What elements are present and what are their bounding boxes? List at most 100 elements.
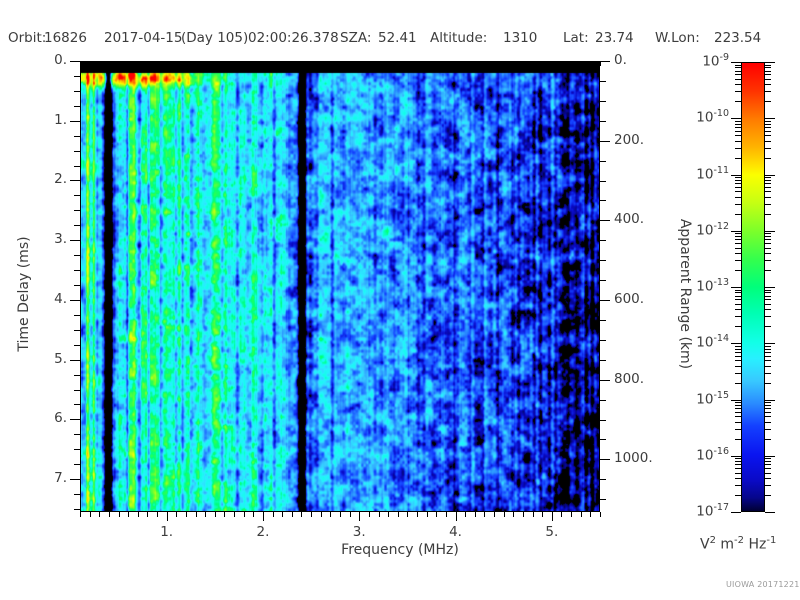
axis-tick-label: 0.	[54, 52, 67, 68]
axis-tick	[600, 161, 606, 162]
axis-tick	[388, 512, 389, 517]
axis-tick	[561, 512, 562, 517]
axis-tick-label: 1000.	[614, 450, 653, 467]
axis-tick	[590, 512, 591, 517]
axis-tick	[167, 61, 168, 70]
colorbar-minor-tick	[735, 352, 741, 353]
axis-tick-label: 5.	[54, 350, 67, 367]
axis-tick	[128, 61, 129, 66]
colorbar-minor-tick	[735, 127, 741, 128]
spectrogram-plot-area	[80, 61, 600, 512]
colorbar-tick	[731, 62, 741, 63]
axis-tick	[465, 512, 466, 517]
axis-tick	[70, 300, 80, 301]
colorbar-minor-tick	[765, 429, 771, 430]
colorbar-minor-tick	[735, 316, 741, 317]
colorbar-minor-tick	[735, 67, 741, 68]
axis-tick	[74, 404, 80, 405]
colorbar-minor-tick	[765, 204, 771, 205]
axis-tick	[379, 61, 380, 66]
colorbar-minor-tick	[735, 177, 741, 178]
colorbar-minor-tick	[735, 204, 741, 205]
colorbar-minor-tick	[735, 65, 741, 66]
axis-tick	[70, 479, 80, 480]
colorbar-minor-tick	[765, 495, 771, 496]
colorbar-tick-label: 10-14	[696, 333, 729, 351]
axis-tick	[74, 195, 80, 196]
colorbar-minor-tick	[765, 253, 771, 254]
axis-tick	[176, 512, 177, 517]
axis-tick	[590, 61, 591, 66]
colorbar-minor-tick	[735, 148, 741, 149]
axis-tick	[74, 464, 80, 465]
colorbar-minor-tick	[735, 124, 741, 125]
axis-tick	[600, 320, 606, 321]
colorbar-minor-tick	[765, 131, 771, 132]
axis-tick	[234, 512, 235, 517]
colorbar-minor-tick	[765, 158, 771, 159]
axis-tick	[70, 419, 80, 420]
colorbar-minor-tick	[735, 79, 741, 80]
axis-tick	[224, 61, 225, 66]
axis-tick	[215, 61, 216, 66]
axis-tick	[379, 512, 380, 517]
colorbar-tick	[731, 343, 741, 344]
sza-label: SZA:	[340, 30, 372, 46]
axis-tick	[417, 512, 418, 517]
colorbar-tick	[765, 400, 775, 401]
colorbar-minor-tick	[735, 402, 741, 403]
colorbar-minor-tick	[735, 270, 741, 271]
colorbar-tick	[731, 118, 741, 119]
unit-m-exp: -2	[734, 535, 745, 546]
axis-tick	[90, 512, 91, 517]
axis-tick	[600, 380, 610, 381]
axis-tick-label: 2.	[54, 171, 67, 188]
colorbar-minor-tick	[735, 187, 741, 188]
axis-tick	[263, 512, 264, 521]
axis-tick	[74, 106, 80, 107]
colorbar-tick	[731, 231, 741, 232]
colorbar-tick-label: 10-11	[696, 165, 729, 183]
axis-tick	[80, 61, 81, 66]
unit-hz: Hz	[748, 536, 767, 553]
axis-tick	[427, 61, 428, 66]
axis-tick	[74, 345, 80, 346]
axis-tick	[436, 61, 437, 66]
axis-tick	[244, 512, 245, 517]
axis-tick	[205, 512, 206, 517]
colorbar-minor-tick	[735, 383, 741, 384]
colorbar-minor-tick	[735, 461, 741, 462]
colorbar-minor-tick	[765, 304, 771, 305]
axis-tick	[350, 61, 351, 66]
axis-tick	[600, 260, 606, 261]
axis-tick	[157, 61, 158, 66]
colorbar-minor-tick	[765, 260, 771, 261]
colorbar-minor-tick	[765, 352, 771, 353]
axis-tick	[74, 255, 80, 256]
colorbar-minor-tick	[735, 135, 741, 136]
axis-tick	[253, 61, 254, 66]
axis-tick	[311, 512, 312, 517]
axis-tick	[533, 61, 534, 66]
axis-tick	[600, 280, 606, 281]
axis-tick	[186, 512, 187, 517]
axis-tick	[484, 512, 485, 517]
colorbar	[741, 62, 765, 512]
colorbar-minor-tick	[735, 326, 741, 327]
axis-tick	[186, 61, 187, 66]
credit-text: UIOWA 20171221	[726, 580, 800, 589]
axis-tick	[600, 181, 606, 182]
axis-tick-label: 5.	[545, 524, 559, 540]
colorbar-minor-tick	[765, 412, 771, 413]
axis-tick	[427, 512, 428, 517]
colorbar-tick	[765, 62, 775, 63]
colorbar-minor-tick	[735, 292, 741, 293]
axis-tick	[552, 61, 553, 70]
colorbar-minor-tick	[765, 187, 771, 188]
colorbar-minor-tick	[735, 101, 741, 102]
axis-tick	[263, 61, 264, 70]
x-axis-title: Frequency (MHz)	[341, 542, 459, 558]
colorbar-minor-tick	[735, 131, 741, 132]
axis-tick-label: 7.	[54, 470, 67, 487]
colorbar-minor-tick	[735, 191, 741, 192]
